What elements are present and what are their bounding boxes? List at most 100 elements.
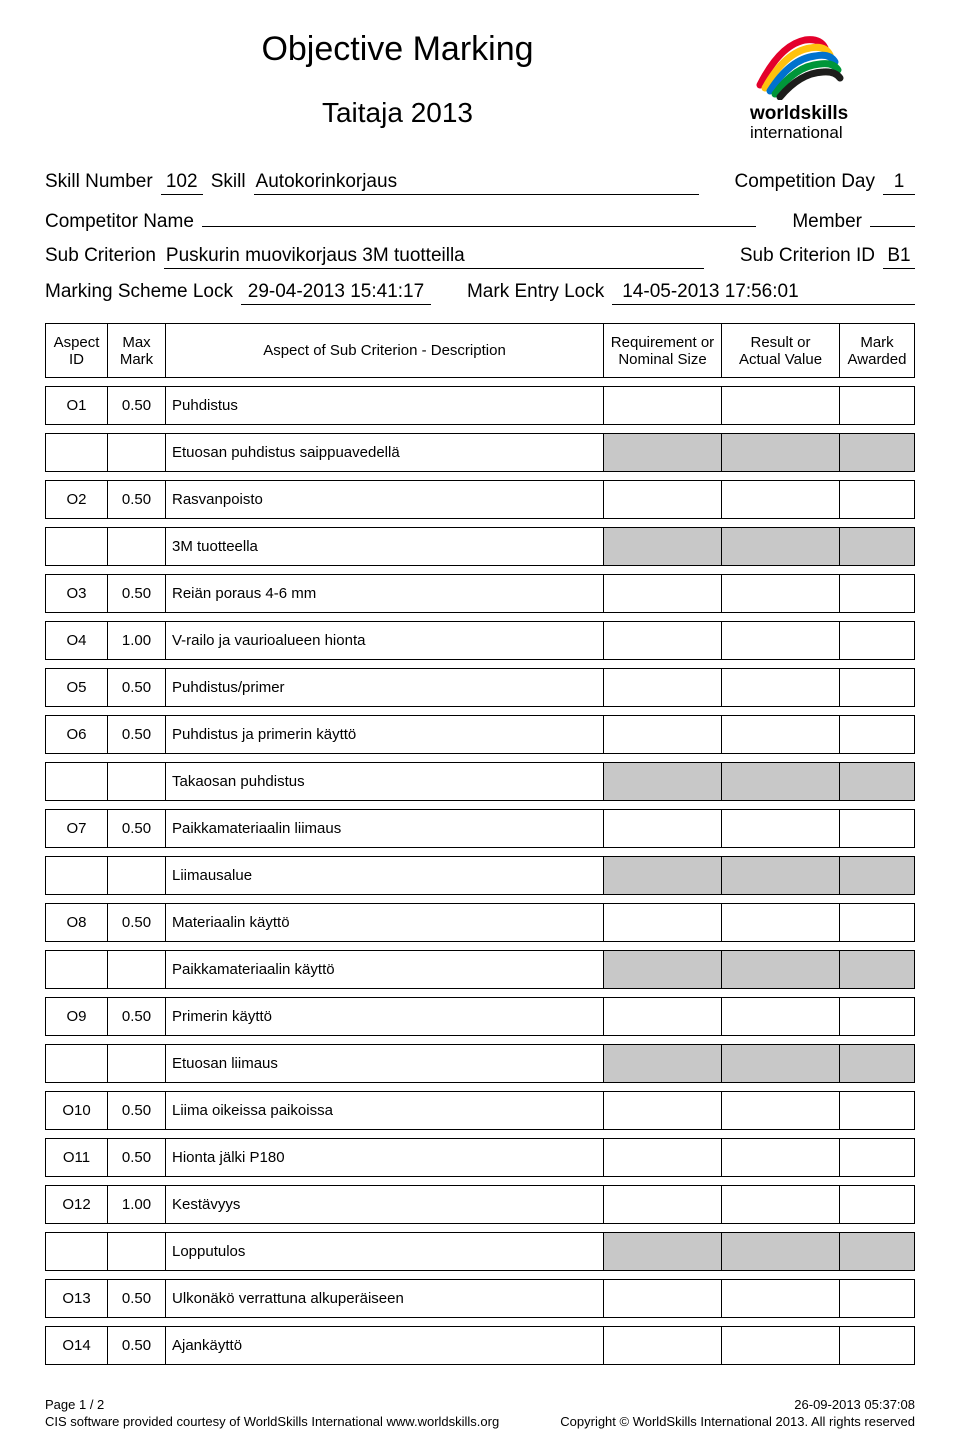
requirement-cell-shaded: [604, 1233, 722, 1271]
skill-label: Skill: [211, 171, 246, 193]
worldskills-logo: worldskills international: [750, 30, 915, 141]
spacer-row: [46, 707, 915, 716]
aspect-id-cell: [46, 528, 108, 566]
spacer-row: [46, 519, 915, 528]
aspect-id-cell: O14: [46, 1327, 108, 1365]
awarded-cell: [840, 904, 915, 942]
table-row: O50.50Puhdistus/primer: [46, 669, 915, 707]
awarded-cell: [840, 481, 915, 519]
awarded-cell: [840, 622, 915, 660]
aspect-id-cell: [46, 763, 108, 801]
requirement-cell: [604, 810, 722, 848]
competitor-name-value: [202, 207, 756, 227]
awarded-cell-shaded: [840, 857, 915, 895]
max-mark-cell: 1.00: [108, 622, 166, 660]
marking-table: Aspect ID Max Mark Aspect of Sub Criteri…: [45, 323, 915, 1365]
aspect-id-cell: O4: [46, 622, 108, 660]
spacer-row: [46, 895, 915, 904]
requirement-cell: [604, 716, 722, 754]
member-value: [870, 207, 915, 227]
table-row: O121.00Kestävyys: [46, 1186, 915, 1224]
result-cell-shaded: [722, 528, 840, 566]
mark-entry-lock-label: Mark Entry Lock: [467, 281, 604, 303]
description-cell: Liimausalue: [166, 857, 604, 895]
description-cell: Etuosan puhdistus saippuavedellä: [166, 434, 604, 472]
col-requirement: Requirement or Nominal Size: [604, 324, 722, 378]
max-mark-cell: 0.50: [108, 387, 166, 425]
description-cell: Paikkamateriaalin käyttö: [166, 951, 604, 989]
spacer-row: [46, 1318, 915, 1327]
requirement-cell: [604, 1327, 722, 1365]
awarded-cell-shaded: [840, 1045, 915, 1083]
logo-swirl-icon: [750, 30, 845, 100]
result-cell: [722, 1186, 840, 1224]
requirement-cell-shaded: [604, 951, 722, 989]
col-awarded: Mark Awarded: [840, 324, 915, 378]
table-row: Etuosan liimaus: [46, 1045, 915, 1083]
max-mark-cell: 0.50: [108, 716, 166, 754]
max-mark-cell: 0.50: [108, 669, 166, 707]
spacer-row: [46, 1036, 915, 1045]
requirement-cell: [604, 387, 722, 425]
table-body: O10.50Puhdistus Etuosan puhdistus saippua…: [46, 378, 915, 1365]
max-mark-cell: 0.50: [108, 575, 166, 613]
requirement-cell-shaded: [604, 857, 722, 895]
table-row: O90.50Primerin käyttö: [46, 998, 915, 1036]
requirement-cell: [604, 1139, 722, 1177]
spacer-row: [46, 378, 915, 387]
description-cell: Primerin käyttö: [166, 998, 604, 1036]
description-cell: Paikkamateriaalin liimaus: [166, 810, 604, 848]
description-cell: 3M tuotteella: [166, 528, 604, 566]
table-row: O110.50Hionta jälki P180: [46, 1139, 915, 1177]
table-row: Liimausalue: [46, 857, 915, 895]
requirement-cell-shaded: [604, 763, 722, 801]
meta-row-skill: Skill Number 102 Skill Autokorinkorjaus …: [45, 171, 915, 195]
spacer-row: [46, 848, 915, 857]
spacer-row: [46, 472, 915, 481]
spacer-row: [46, 1224, 915, 1233]
result-cell-shaded: [722, 1045, 840, 1083]
aspect-id-cell: O9: [46, 998, 108, 1036]
description-cell: Hionta jälki P180: [166, 1139, 604, 1177]
awarded-cell-shaded: [840, 1233, 915, 1271]
logo-line2: international: [750, 123, 843, 142]
page-container: Objective Marking Taitaja 2013 worldskil…: [0, 0, 960, 1429]
requirement-cell: [604, 998, 722, 1036]
description-cell: Rasvanpoisto: [166, 481, 604, 519]
col-result: Result or Actual Value: [722, 324, 840, 378]
description-cell: Takaosan puhdistus: [166, 763, 604, 801]
spacer-row: [46, 942, 915, 951]
max-mark-cell: 0.50: [108, 998, 166, 1036]
max-mark-cell: [108, 1045, 166, 1083]
spacer-row: [46, 613, 915, 622]
awarded-cell: [840, 1280, 915, 1318]
awarded-cell: [840, 669, 915, 707]
col-max-mark: Max Mark: [108, 324, 166, 378]
result-cell: [722, 669, 840, 707]
description-cell: Liima oikeissa paikoissa: [166, 1092, 604, 1130]
member-label: Member: [792, 211, 862, 233]
requirement-cell: [604, 481, 722, 519]
table-row: O140.50Ajankäyttö: [46, 1327, 915, 1365]
aspect-id-cell: O7: [46, 810, 108, 848]
table-row: O10.50Puhdistus: [46, 387, 915, 425]
requirement-cell: [604, 669, 722, 707]
result-cell: [722, 716, 840, 754]
table-row: O80.50Materiaalin käyttö: [46, 904, 915, 942]
col-aspect-id: Aspect ID: [46, 324, 108, 378]
description-cell: Kestävyys: [166, 1186, 604, 1224]
max-mark-cell: [108, 528, 166, 566]
aspect-id-cell: O13: [46, 1280, 108, 1318]
aspect-id-cell: O10: [46, 1092, 108, 1130]
aspect-id-cell: [46, 857, 108, 895]
result-cell: [722, 1092, 840, 1130]
meta-block: Skill Number 102 Skill Autokorinkorjaus …: [45, 171, 915, 305]
result-cell: [722, 904, 840, 942]
table-row: 3M tuotteella: [46, 528, 915, 566]
competitor-name-label: Competitor Name: [45, 211, 194, 233]
awarded-cell: [840, 387, 915, 425]
awarded-cell: [840, 1092, 915, 1130]
sub-criterion-id-label: Sub Criterion ID: [740, 245, 875, 267]
footer-row-2: CIS software provided courtesy of WorldS…: [45, 1414, 915, 1429]
requirement-cell: [604, 1092, 722, 1130]
